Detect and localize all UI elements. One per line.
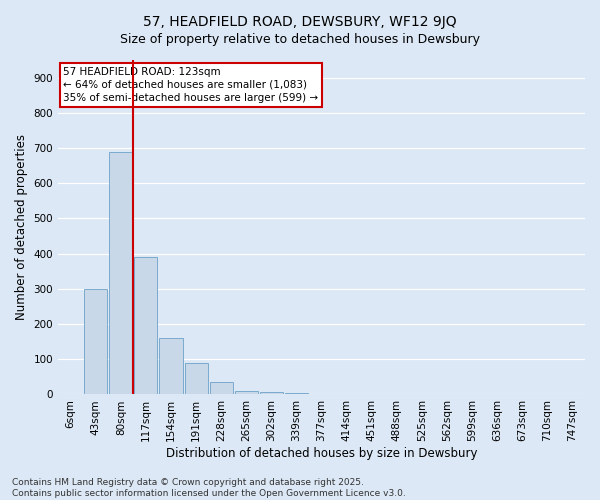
Bar bbox=[160, 338, 182, 394]
Text: 57, HEADFIELD ROAD, DEWSBURY, WF12 9JQ: 57, HEADFIELD ROAD, DEWSBURY, WF12 9JQ bbox=[143, 15, 457, 29]
Bar bbox=[260, 392, 283, 394]
Bar bbox=[285, 393, 308, 394]
Y-axis label: Number of detached properties: Number of detached properties bbox=[15, 134, 28, 320]
Text: Size of property relative to detached houses in Dewsbury: Size of property relative to detached ho… bbox=[120, 32, 480, 46]
Bar bbox=[84, 289, 107, 395]
Bar bbox=[185, 363, 208, 394]
Bar bbox=[209, 382, 233, 394]
X-axis label: Distribution of detached houses by size in Dewsbury: Distribution of detached houses by size … bbox=[166, 447, 477, 460]
Bar bbox=[134, 257, 157, 394]
Bar bbox=[235, 391, 258, 394]
Text: Contains HM Land Registry data © Crown copyright and database right 2025.
Contai: Contains HM Land Registry data © Crown c… bbox=[12, 478, 406, 498]
Text: 57 HEADFIELD ROAD: 123sqm
← 64% of detached houses are smaller (1,083)
35% of se: 57 HEADFIELD ROAD: 123sqm ← 64% of detac… bbox=[64, 66, 319, 103]
Bar bbox=[109, 152, 133, 394]
